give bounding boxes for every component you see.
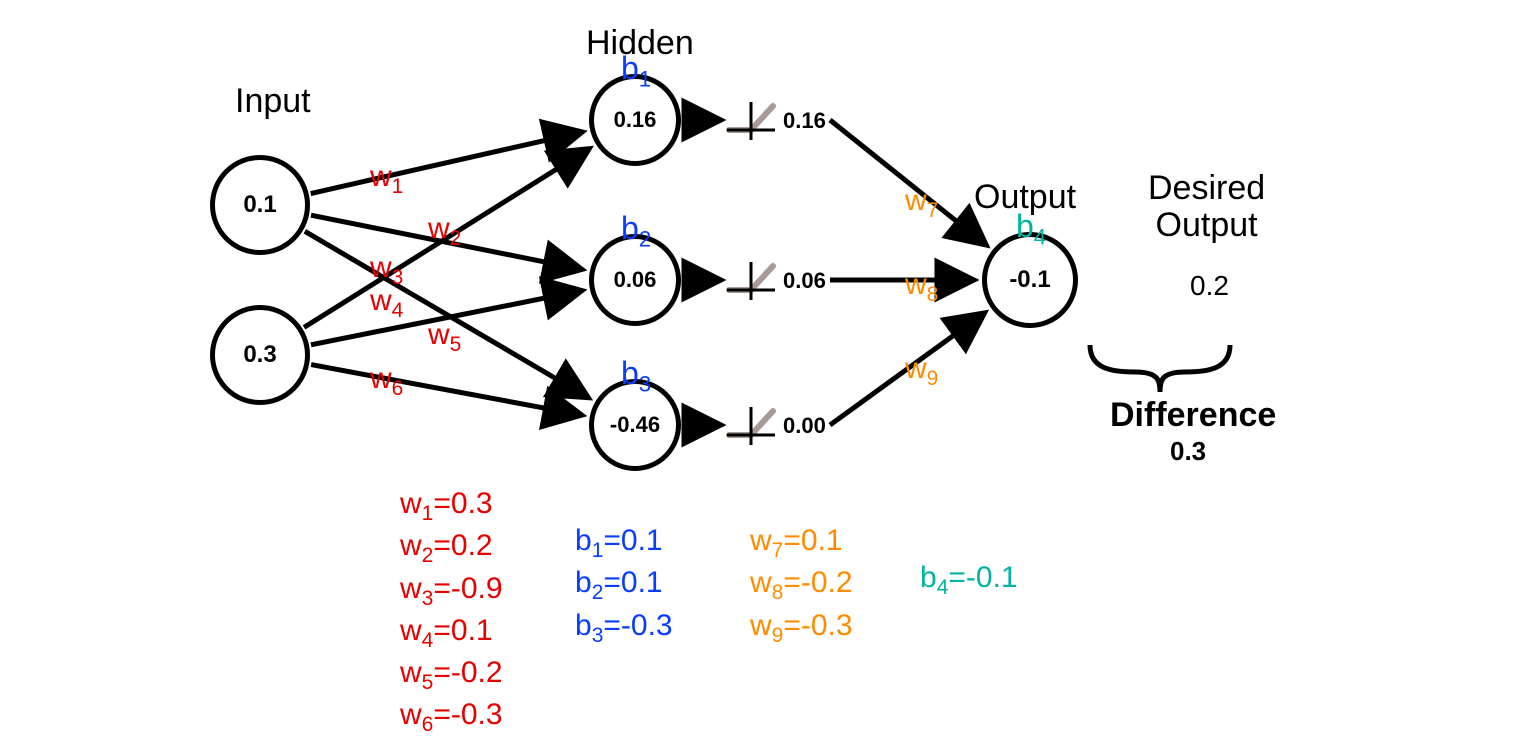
weight-label-w2: w2 (428, 212, 461, 251)
bias-label-y: b4 (1016, 208, 1046, 250)
relu-out-h3: 0.00 (783, 413, 826, 439)
nn-diagram: Input Hidden Output DesiredOutput 0.2 Di… (0, 0, 1538, 690)
input-title: Input (235, 82, 311, 121)
legend-bias-teal: b4=-0.1 (920, 559, 1018, 601)
weight-label-w7: w7 (905, 184, 938, 223)
desired-output-value: 0.2 (1190, 270, 1229, 302)
legend-biases-blue: b1=0.1b2=0.1b3=-0.3 (575, 522, 673, 649)
desired-output-title: DesiredOutput (1148, 170, 1265, 245)
difference-value: 0.3 (1170, 436, 1206, 467)
weight-label-w6: w6 (370, 362, 403, 401)
bias-label-h2: b2 (621, 210, 651, 252)
legend-weights-orange: w7=0.1w8=-0.2w9=-0.3 (750, 522, 853, 649)
bias-label-h1: b1 (621, 50, 651, 92)
weight-label-w9: w9 (905, 352, 938, 391)
weight-label-w4: w4 (370, 284, 403, 323)
relu-out-h2: 0.06 (783, 268, 826, 294)
difference-title: Difference (1110, 396, 1276, 435)
legend-weights-red: w1=0.3w2=0.2w3=-0.9w4=0.1w5=-0.2w6=-0.3 (400, 485, 503, 739)
relu-out-h1: 0.16 (783, 108, 826, 134)
node-x2: 0.3 (210, 305, 310, 405)
node-x1: 0.1 (210, 155, 310, 255)
weight-label-w8: w8 (905, 268, 938, 307)
bias-label-h3: b3 (621, 355, 651, 397)
weight-label-w1: w1 (370, 160, 403, 199)
weight-label-w5: w5 (428, 318, 461, 357)
